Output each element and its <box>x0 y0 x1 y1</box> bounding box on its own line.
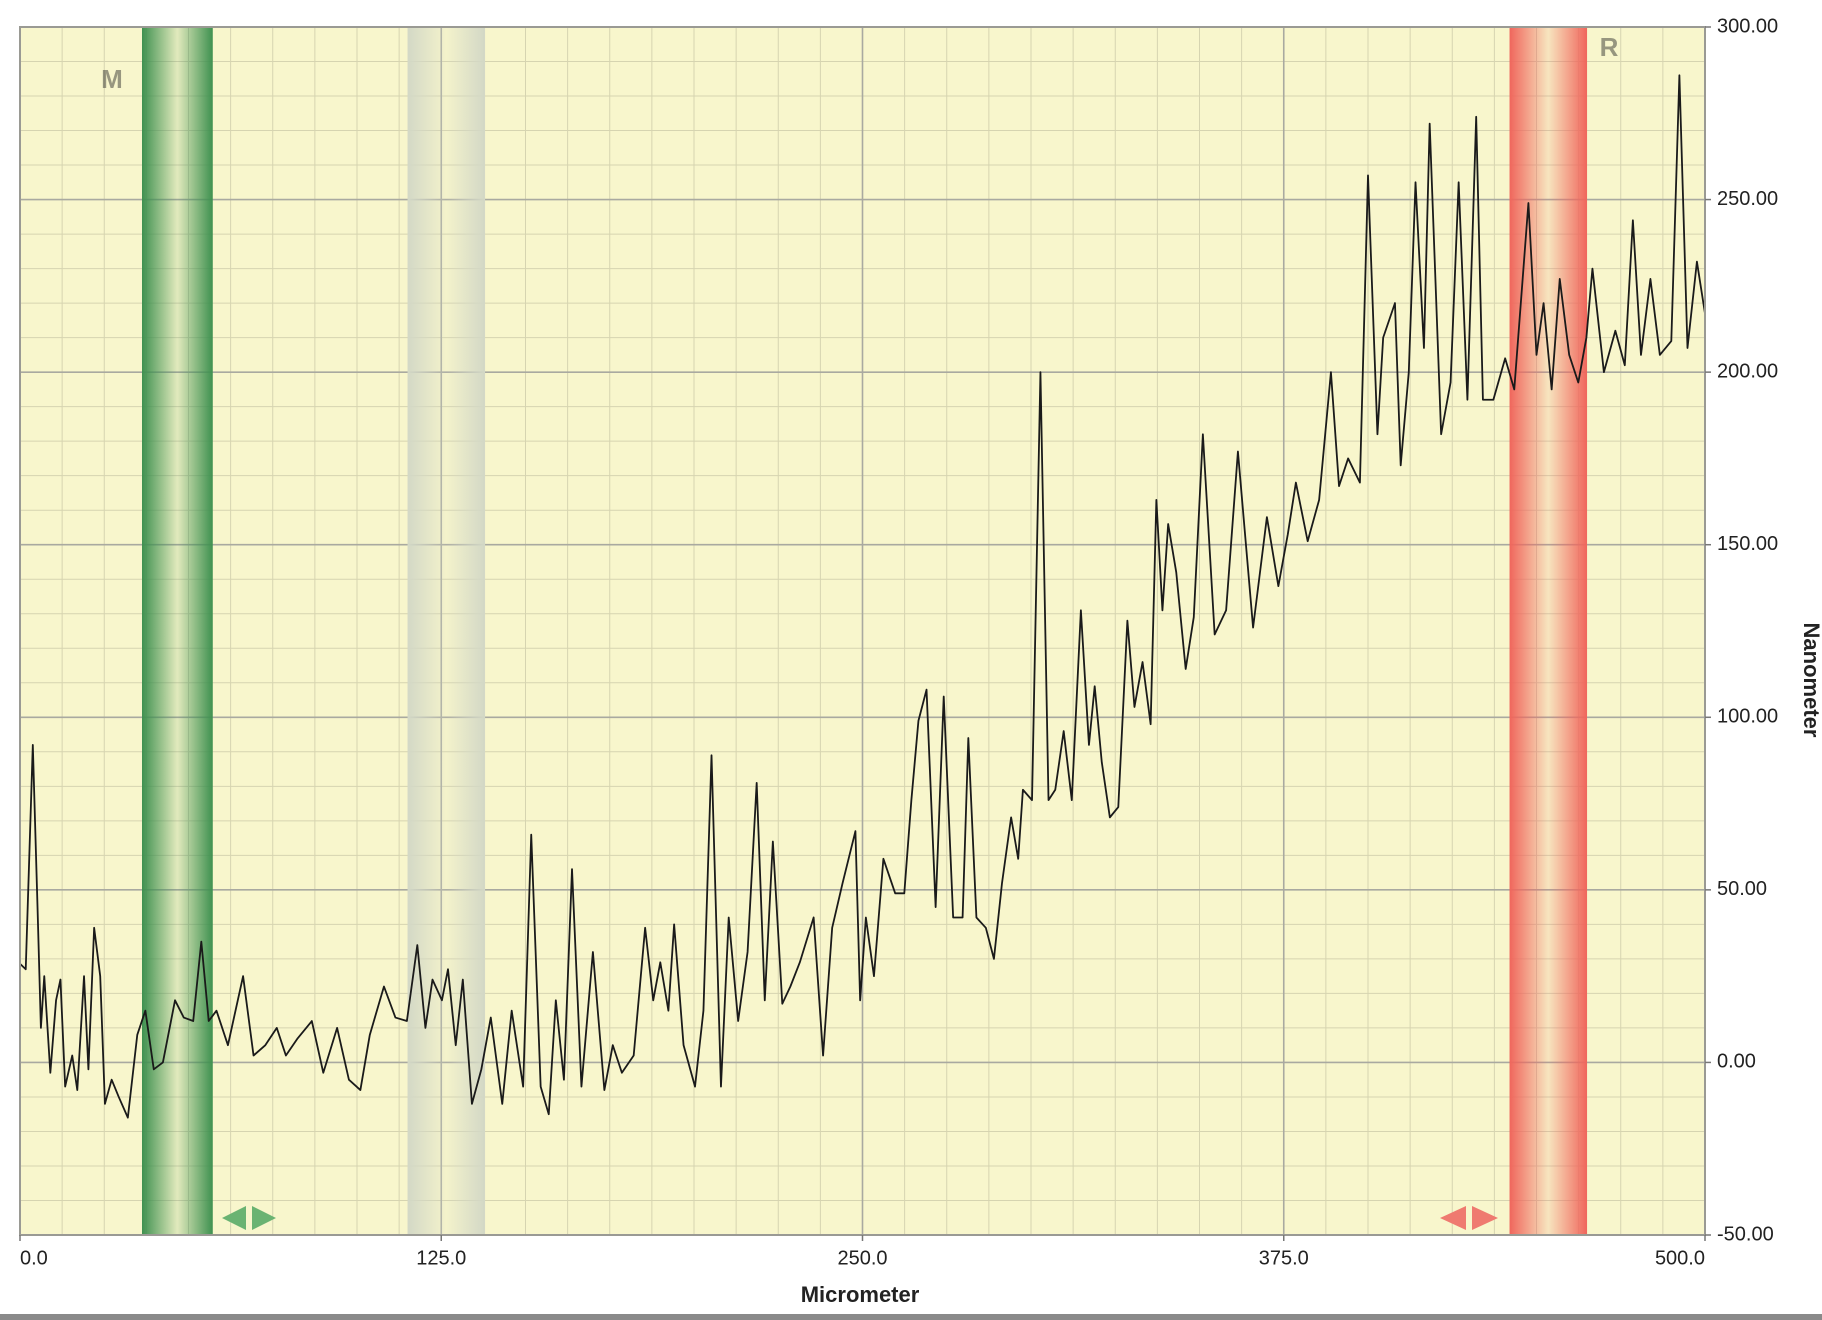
profile-line <box>19 74 1706 1119</box>
x-tick-label: 0.0 <box>20 1247 48 1269</box>
region-band <box>141 27 213 1235</box>
x-axis-title: Micrometer <box>801 1282 920 1307</box>
y-axis-title: Nanometer <box>1799 623 1822 738</box>
region-band <box>407 27 486 1235</box>
y-tick-label: 0.00 <box>1717 1051 1756 1073</box>
region-label: R <box>1600 32 1619 62</box>
bottom-bar <box>0 1314 1822 1320</box>
handle-green[interactable] <box>222 1206 276 1230</box>
region-band <box>1509 27 1588 1235</box>
y-tick-label: 100.00 <box>1717 706 1778 728</box>
y-tick-label: 50.00 <box>1717 878 1767 900</box>
x-tick-label: 250.0 <box>837 1247 887 1269</box>
y-tick-label: 150.00 <box>1717 533 1778 555</box>
x-tick-label: 375.0 <box>1259 1247 1309 1269</box>
y-tick-label: -50.00 <box>1717 1223 1774 1245</box>
x-tick-label: 125.0 <box>416 1247 466 1269</box>
y-tick-label: 200.00 <box>1717 360 1778 382</box>
handle-red[interactable] <box>1440 1206 1498 1230</box>
y-tick-label: 300.00 <box>1717 15 1778 37</box>
region-label: M <box>101 64 123 94</box>
x-tick-label: 500.0 <box>1655 1247 1705 1269</box>
y-tick-label: 250.00 <box>1717 188 1778 210</box>
